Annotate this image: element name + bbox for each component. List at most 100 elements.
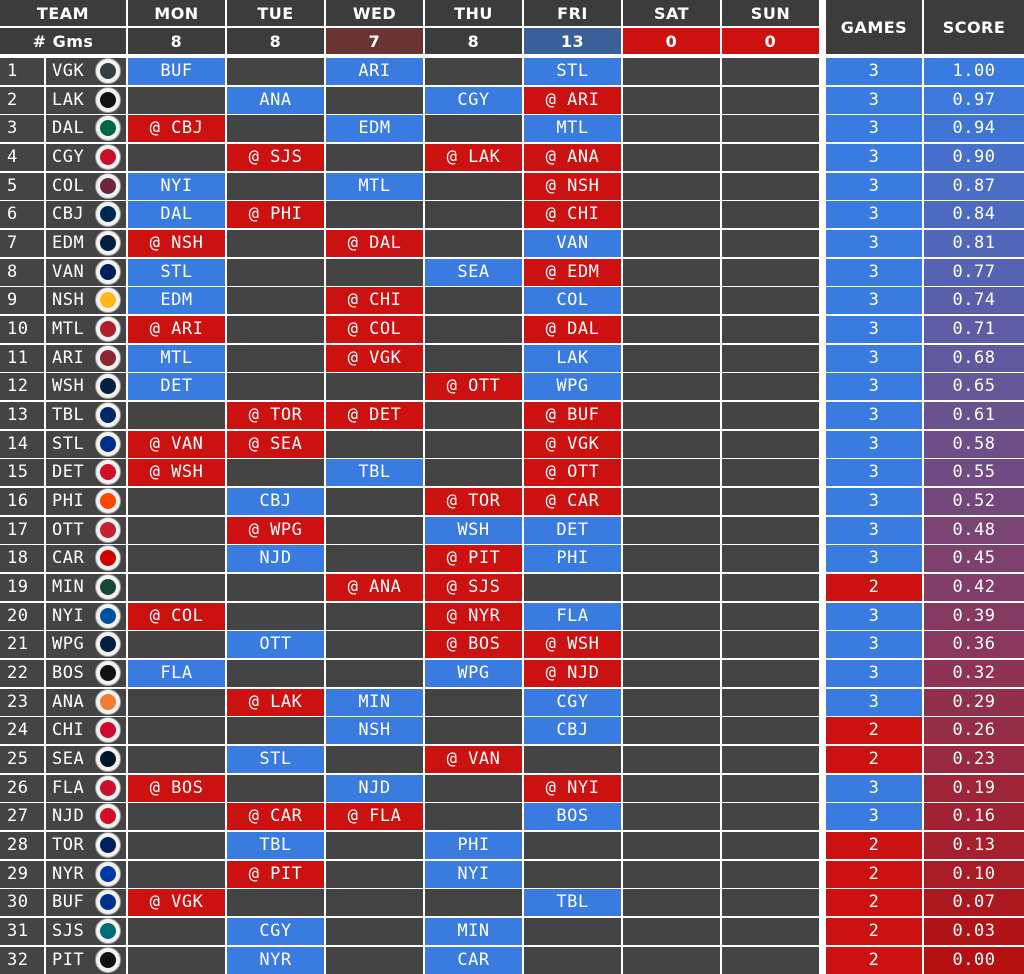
rank-cell: 24: [0, 717, 44, 744]
game-cell-sun: [722, 87, 819, 114]
game-cell-sat: [623, 603, 720, 630]
game-cell-wed: [326, 545, 423, 572]
game-cell-sat: [623, 173, 720, 200]
game-cell-sun: [722, 775, 819, 802]
game-cell-fri: @ BUF: [524, 402, 621, 429]
game-cell-tue: [227, 230, 324, 257]
day-count-tue: 8: [227, 28, 324, 54]
nsh-logo-icon: [95, 287, 121, 313]
game-cell-fri: [524, 947, 621, 974]
game-cell-fri: PHI: [524, 545, 621, 572]
team-cell-edm: EDM: [46, 230, 126, 257]
min-logo-emblem: [100, 579, 116, 595]
game-cell-mon: [128, 717, 225, 744]
score-cell: 0.26: [924, 717, 1024, 744]
rank-cell: 18: [0, 545, 44, 572]
rank-cell: 26: [0, 775, 44, 802]
rank-cell: 28: [0, 832, 44, 859]
score-cell: 0.87: [924, 173, 1024, 200]
game-cell-mon: [128, 517, 225, 544]
game-cell-wed: [326, 488, 423, 515]
score-cell: 0.16: [924, 803, 1024, 830]
team-cell-car: CAR: [46, 545, 126, 572]
team-cell-tbl: TBL: [46, 402, 126, 429]
game-cell-sat: [623, 775, 720, 802]
score-cell: 0.61: [924, 402, 1024, 429]
score-cell: 0.48: [924, 517, 1024, 544]
van-logo-icon: [95, 259, 121, 285]
game-cell-fri: MTL: [524, 115, 621, 142]
score-cell: 0.90: [924, 144, 1024, 171]
edm-logo-emblem: [100, 235, 116, 251]
stl-logo-emblem: [100, 436, 116, 452]
nyi-logo-emblem: [100, 608, 116, 624]
day-count-fri: 13: [524, 28, 621, 54]
game-cell-tue: CBJ: [227, 488, 324, 515]
game-cell-fri: [524, 918, 621, 945]
game-cell-sun: [722, 574, 819, 601]
game-cell-thu: [425, 173, 522, 200]
game-cell-sat: [623, 947, 720, 974]
game-cell-tue: @ LAK: [227, 689, 324, 716]
game-cell-fri: @ OTT: [524, 459, 621, 486]
day-header-thu: THU: [425, 0, 522, 26]
game-cell-tue: [227, 287, 324, 314]
game-cell-wed: [326, 201, 423, 228]
game-cell-fri: CBJ: [524, 717, 621, 744]
team-cell-col: COL: [46, 173, 126, 200]
game-cell-thu: @ NYR: [425, 603, 522, 630]
score-cell: 0.19: [924, 775, 1024, 802]
game-cell-sun: [722, 144, 819, 171]
ana-logo-emblem: [100, 694, 116, 710]
game-cell-fri: @ ARI: [524, 87, 621, 114]
game-cell-thu: [425, 316, 522, 343]
score-cell: 0.36: [924, 631, 1024, 658]
game-cell-mon: [128, 861, 225, 888]
game-cell-wed: [326, 631, 423, 658]
game-cell-sat: [623, 259, 720, 286]
phi-logo-icon: [95, 488, 121, 514]
fla-logo-icon: [95, 775, 121, 801]
game-cell-tue: @ SEA: [227, 431, 324, 458]
game-cell-fri: @ NSH: [524, 173, 621, 200]
game-cell-tue: [227, 459, 324, 486]
game-cell-mon: STL: [128, 259, 225, 286]
game-cell-mon: @ NSH: [128, 230, 225, 257]
team-cell-nsh: NSH: [46, 287, 126, 314]
rank-cell: 2: [0, 87, 44, 114]
game-cell-sat: [623, 803, 720, 830]
game-cell-fri: LAK: [524, 345, 621, 372]
sea-logo-icon: [95, 746, 121, 772]
game-cell-fri: @ ANA: [524, 144, 621, 171]
day-header-fri: FRI: [524, 0, 621, 26]
game-cell-fri: FLA: [524, 603, 621, 630]
game-cell-sat: [623, 861, 720, 888]
game-cell-mon: [128, 631, 225, 658]
game-cell-wed: [326, 144, 423, 171]
game-cell-tue: @ TOR: [227, 402, 324, 429]
game-cell-wed: @ FLA: [326, 803, 423, 830]
game-cell-wed: @ COL: [326, 316, 423, 343]
game-cell-tue: [227, 259, 324, 286]
score-cell: 0.10: [924, 861, 1024, 888]
game-cell-thu: [425, 717, 522, 744]
game-cell-mon: BUF: [128, 58, 225, 85]
game-cell-sat: [623, 345, 720, 372]
lak-logo-emblem: [100, 92, 116, 108]
game-cell-sun: [722, 316, 819, 343]
day-count-sat: 0: [623, 28, 720, 54]
game-cell-thu: [425, 345, 522, 372]
game-cell-tue: [227, 58, 324, 85]
car-logo-emblem: [100, 550, 116, 566]
game-cell-sun: [722, 459, 819, 486]
team-cell-cgy: CGY: [46, 144, 126, 171]
games-cell: 3: [826, 660, 922, 687]
game-cell-sat: [623, 631, 720, 658]
games-cell: 3: [826, 545, 922, 572]
game-cell-thu: [425, 459, 522, 486]
ari-logo-emblem: [100, 350, 116, 366]
game-cell-wed: EDM: [326, 115, 423, 142]
game-cell-sun: [722, 115, 819, 142]
day-count-sun: 0: [722, 28, 819, 54]
games-cell: 3: [826, 775, 922, 802]
